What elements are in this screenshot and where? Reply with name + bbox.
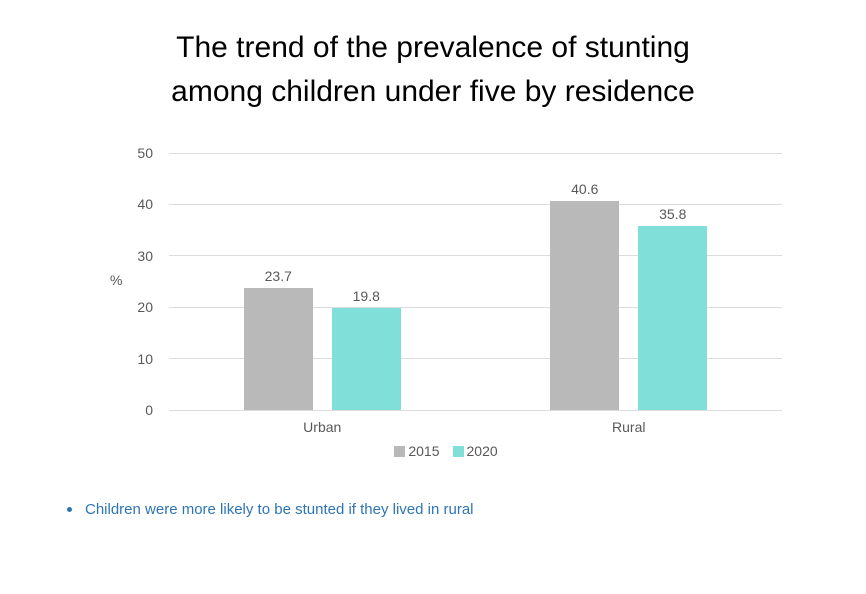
y-tick-label-0: 0 bbox=[145, 402, 153, 418]
gridline-20 bbox=[169, 306, 782, 308]
bullet-note-text: Children were more likely to be stunted … bbox=[85, 501, 474, 518]
bullet-note: Children were more likely to be stunted … bbox=[62, 500, 474, 519]
bar-value-label-2020-rural: 35.8 bbox=[659, 206, 687, 222]
plot-area: 23.7 19.8 40.6 35.8 bbox=[169, 152, 782, 411]
legend-swatch-2020 bbox=[452, 445, 464, 457]
y-tick-label-30: 30 bbox=[137, 247, 153, 264]
bar-2015-urban bbox=[243, 288, 313, 410]
gridline-50 bbox=[169, 152, 782, 154]
y-tick-label-40: 40 bbox=[137, 196, 153, 213]
gridline-10 bbox=[169, 358, 782, 360]
legend-label-2015: 2015 bbox=[408, 443, 440, 459]
chart-title: The trend of the prevalence of stunting … bbox=[0, 26, 866, 114]
y-tick-label-10: 10 bbox=[137, 350, 153, 367]
gridline-0 bbox=[169, 409, 782, 411]
bar-2020-rural bbox=[638, 226, 708, 410]
bullet-icon bbox=[67, 507, 72, 512]
bar-value-label-2015-urban: 23.7 bbox=[264, 268, 292, 285]
gridline-40 bbox=[169, 203, 782, 205]
y-tick-label-50: 50 bbox=[137, 145, 153, 161]
bar-2015-rural bbox=[550, 201, 620, 410]
x-category-label-rural: Rural bbox=[612, 419, 646, 435]
bar-value-label-2015-rural: 40.6 bbox=[571, 181, 599, 198]
y-tick-label-20: 20 bbox=[137, 299, 153, 316]
legend-item-2015: 2015 bbox=[394, 443, 440, 459]
chart-title-line-2: among children under five by residence bbox=[171, 75, 695, 108]
x-category-label-urban: Urban bbox=[303, 419, 342, 435]
legend-label-2020: 2020 bbox=[466, 443, 498, 459]
bar-2020-urban bbox=[331, 308, 401, 410]
y-axis-unit-label: % bbox=[110, 272, 123, 288]
chart-title-line-1: The trend of the prevalence of stunting bbox=[176, 31, 690, 64]
chart-legend: 2015 2020 bbox=[0, 443, 866, 459]
legend-item-2020: 2020 bbox=[452, 443, 498, 459]
gridline-30 bbox=[169, 255, 782, 257]
bar-value-label-2020-urban: 19.8 bbox=[352, 288, 380, 305]
legend-swatch-2015 bbox=[394, 445, 406, 457]
